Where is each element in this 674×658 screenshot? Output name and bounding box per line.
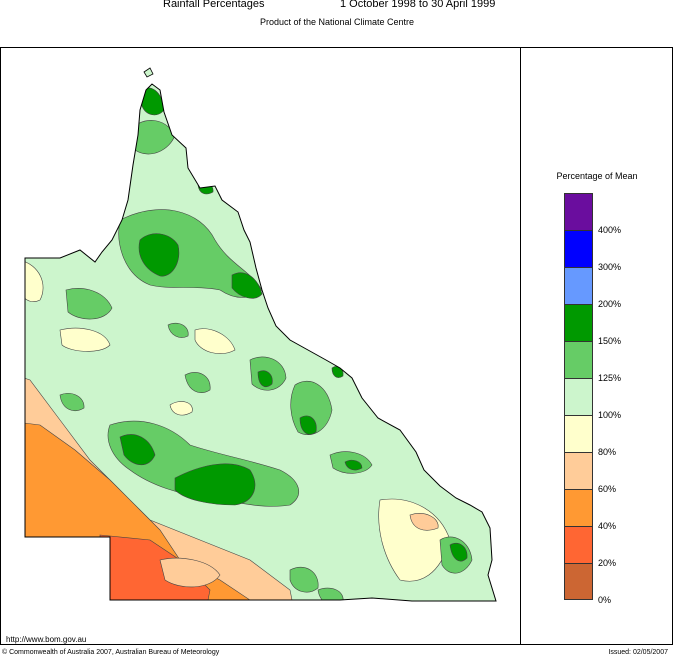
- legend-swatch-400pct: [564, 193, 593, 230]
- zone-60-80-patch: [159, 557, 221, 588]
- zone-150-200-east: [299, 415, 317, 435]
- copyright-notice: © Commonwealth of Australia 2007, Austra…: [2, 649, 220, 656]
- legend-swatch-200pct: [564, 267, 593, 304]
- zone-150-200-southeast: [449, 542, 468, 562]
- legend-label-200pct: 200%: [598, 299, 622, 309]
- legend-title: Percentage of Mean: [556, 171, 638, 181]
- map-period: 1 October 1998 to 30 April 1999: [340, 0, 496, 10]
- zone-60-80-southeast-patch: [409, 513, 439, 531]
- legend-label-300pct: 300%: [598, 262, 622, 272]
- zone-150-200-central-west: [119, 434, 156, 466]
- zone-150-200-north-inland: [138, 233, 180, 277]
- state-outline: [24, 83, 497, 602]
- zone-80-100-central-west: [59, 327, 111, 352]
- zone-125-150-patch-2: [184, 372, 211, 393]
- legend-swatch-100pct: [564, 378, 593, 415]
- zone-150-200-northeast: [231, 272, 263, 299]
- legend-swatch-300pct: [564, 230, 593, 267]
- zone-80-100-small: [169, 401, 193, 416]
- legend-swatch-150pct: [564, 304, 593, 341]
- legend-colorbar: [564, 193, 593, 600]
- zone-125-150-west: [65, 288, 113, 320]
- legend-swatch-80pct: [564, 415, 593, 452]
- legend-label-400pct: 400%: [598, 225, 622, 235]
- rainfall-map: [24, 67, 497, 602]
- legend-swatch-40pct: [564, 489, 593, 526]
- zone-150-200-east-2: [344, 459, 363, 471]
- zone-80-100-west: [25, 259, 44, 302]
- map-frame: [0, 47, 673, 645]
- legend-swatch-125pct: [564, 341, 593, 378]
- rainfall-zones: [25, 84, 496, 601]
- legend-swatch-0pct: [564, 563, 593, 600]
- zone-20-40-southwest: [99, 534, 211, 601]
- legend-swatch-60pct: [564, 452, 593, 489]
- legend-label-60pct: 60%: [598, 484, 617, 494]
- source-url[interactable]: http://www.bom.gov.au: [6, 635, 87, 644]
- legend-label-0pct: 0%: [598, 595, 612, 605]
- map-title: Rainfall Percentages: [163, 0, 265, 10]
- map-subtitle: Product of the National Climate Centre: [259, 17, 415, 27]
- legend-label-125pct: 125%: [598, 373, 622, 383]
- zone-125-150-south: [289, 566, 319, 593]
- legend-swatch-20pct: [564, 526, 593, 563]
- legend-divider: [520, 47, 521, 645]
- header: Rainfall Percentages 1 October 1998 to 3…: [0, 0, 674, 14]
- legend-label-20pct: 20%: [598, 558, 617, 568]
- legend-label-80pct: 80%: [598, 447, 617, 457]
- zone-150-200-mid: [257, 370, 273, 387]
- zone-125-150-patch: [167, 322, 189, 338]
- zone-80-100-central: [194, 328, 236, 354]
- island: [143, 67, 154, 78]
- zone-125-150-west-2: [59, 393, 85, 411]
- zone-150-200-central: [174, 463, 256, 506]
- issued-date: Issued: 02/05/2007: [608, 649, 668, 656]
- legend-label-150pct: 150%: [598, 336, 622, 346]
- legend-label-40pct: 40%: [598, 521, 617, 531]
- legend-label-100pct: 100%: [598, 410, 622, 420]
